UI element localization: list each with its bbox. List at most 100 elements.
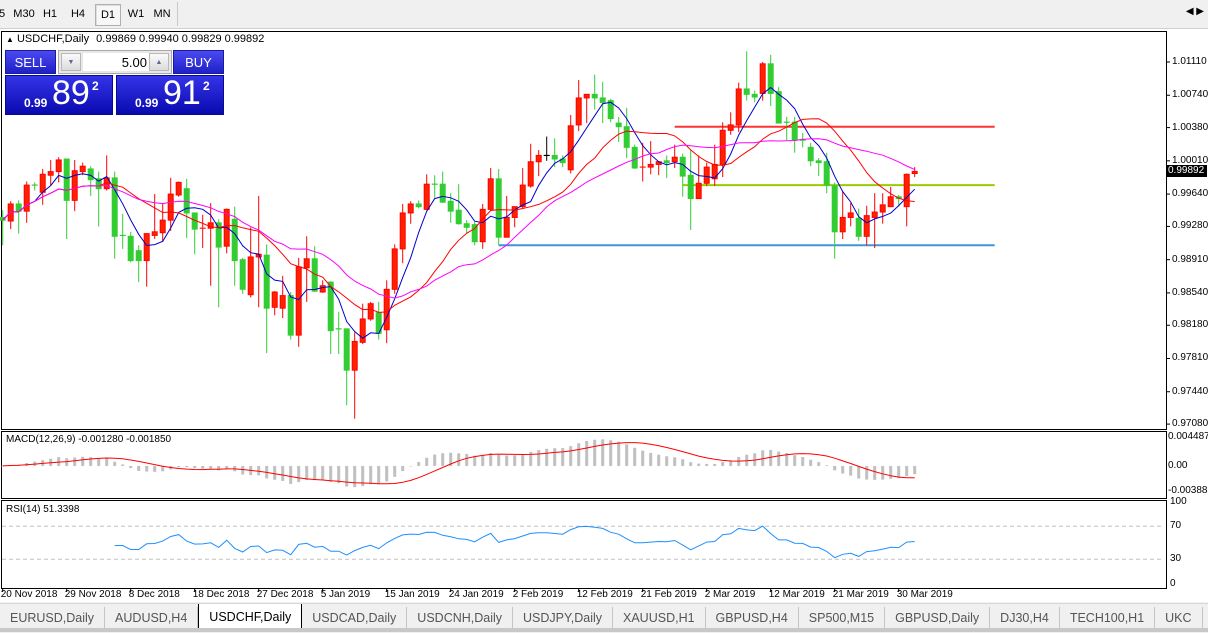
macd-histogram-bar — [553, 448, 557, 466]
macd-histogram-bar — [225, 465, 229, 470]
macd-histogram-bar — [185, 465, 189, 468]
timeframe-5[interactable]: 5 — [0, 8, 6, 20]
timeframe-m30[interactable]: M30 — [13, 8, 35, 20]
buy-price-button[interactable]: 0.99 91 2 — [116, 74, 224, 115]
macd-histogram-bar — [145, 465, 149, 472]
candle-body — [807, 146, 814, 162]
macd-histogram-bar — [113, 461, 117, 466]
candle-body — [671, 156, 678, 163]
price-axis-label: 0.99640 — [1172, 188, 1208, 200]
candle-body — [183, 188, 190, 214]
toolbar-separator — [177, 2, 178, 26]
candle-body — [623, 126, 630, 148]
macd-histogram-bar — [209, 465, 213, 469]
sell-price-button[interactable]: 0.99 89 2 — [5, 74, 113, 115]
time-axis-label: 2 Feb 2019 — [512, 589, 564, 600]
timeframe-mn[interactable]: MN — [153, 8, 171, 20]
macd-histogram-bar — [465, 454, 469, 466]
sell-button[interactable]: SELL — [5, 50, 56, 74]
timeframe-d1[interactable]: D1 — [95, 4, 121, 26]
sell-price-pips: 89 — [52, 74, 90, 112]
tab-scroll-arrows-icon[interactable]: ◀ ▶ — [1185, 6, 1204, 17]
tab-audusd-h4[interactable]: AUDUSD,H4 — [105, 607, 199, 629]
macd-histogram-bar — [601, 439, 605, 466]
macd-pane[interactable] — [1, 431, 1167, 499]
tab-xauusd-h1[interactable]: XAUUSD,H1 — [613, 607, 706, 629]
time-axis-label: 2 Mar 2019 — [704, 589, 756, 600]
ohlc-values: 0.99869 0.99940 0.99829 0.99892 — [96, 33, 265, 45]
macd-histogram-bar — [273, 465, 277, 480]
sell-price-prefix: 0.99 — [24, 96, 48, 110]
macd-histogram-bar — [881, 465, 885, 480]
lot-size-input[interactable] — [83, 53, 149, 71]
chart-header: ▲ USDCHF,Daily 0.99869 0.99940 0.99829 0… — [6, 33, 264, 45]
macd-histogram-bar — [857, 465, 861, 479]
price-axis-label: 0.98180 — [1172, 319, 1208, 331]
macd-histogram-bar — [609, 440, 613, 466]
tab-gbpusd-daily[interactable]: GBPUSD,Daily — [885, 607, 991, 629]
tab-usdjpy-daily[interactable]: USDJPY,Daily — [513, 607, 613, 629]
timeframe-w1[interactable]: W1 — [127, 8, 145, 20]
candle-body — [343, 328, 350, 371]
candle-body — [279, 295, 286, 309]
candle-body — [751, 93, 758, 98]
macd-histogram-bar — [761, 450, 765, 466]
macd-histogram-bar — [513, 455, 517, 466]
tabs-bottom-border — [0, 628, 1208, 632]
macd-histogram-bar — [625, 444, 629, 466]
candle-body — [71, 170, 78, 201]
candle-body — [447, 200, 454, 212]
candle-body — [647, 163, 654, 168]
macd-histogram-bar — [889, 465, 893, 479]
time-axis-label: 8 Dec 2018 — [128, 589, 180, 600]
macd-histogram-bar — [201, 465, 205, 469]
candle-body — [239, 259, 246, 290]
lot-increase-icon[interactable]: ▲ — [149, 53, 169, 71]
macd-histogram-bar — [385, 465, 389, 482]
candle-body — [79, 165, 86, 173]
candle-body — [127, 235, 134, 262]
timeframe-h1[interactable]: H1 — [42, 8, 58, 20]
candle-body — [879, 204, 886, 213]
buy-button[interactable]: BUY — [173, 50, 224, 74]
sell-price-fraction: 2 — [92, 79, 99, 93]
candle-body — [463, 223, 470, 228]
macd-histogram-bar — [865, 465, 869, 480]
tab-dj30-h4[interactable]: DJ30,H4 — [990, 607, 1060, 629]
candle-body — [247, 256, 254, 296]
candle-body — [55, 159, 62, 173]
macd-histogram-bar — [393, 465, 397, 477]
macd-histogram-bar — [497, 454, 501, 466]
candle-body — [823, 161, 830, 186]
candle-body — [23, 184, 30, 212]
macd-histogram-bar — [481, 455, 485, 466]
tab-usdcad-daily[interactable]: USDCAD,Daily — [302, 607, 408, 629]
candle-body — [503, 216, 510, 238]
tab-gbpusd-h4[interactable]: GBPUSD,H4 — [706, 607, 799, 629]
candle-body — [679, 156, 686, 177]
macd-histogram-bar — [561, 448, 565, 466]
candle-body — [855, 217, 862, 237]
timeframe-h4[interactable]: H4 — [70, 8, 86, 20]
macd-histogram-bar — [697, 463, 701, 466]
macd-histogram-bar — [361, 465, 365, 487]
macd-histogram-bar — [649, 452, 653, 466]
tab-usdchf-daily[interactable]: USDCHF,Daily — [198, 604, 303, 629]
price-axis-label: 0.97440 — [1172, 385, 1208, 397]
tab-ukc[interactable]: UKC — [1155, 607, 1203, 629]
tab-eurusd-daily[interactable]: EURUSD,Daily — [0, 607, 106, 629]
collapse-arrow-icon[interactable]: ▲ — [6, 35, 14, 44]
tab-tech100-h1[interactable]: TECH100,H1 — [1060, 607, 1156, 629]
tab-usdcnh-daily[interactable]: USDCNH,Daily — [407, 607, 514, 629]
macd-histogram-bar — [657, 454, 661, 466]
time-axis-label: 24 Jan 2019 — [448, 589, 504, 600]
tab-sp500-m15[interactable]: SP500,M15 — [799, 607, 886, 629]
macd-histogram-bar — [57, 457, 61, 466]
macd-histogram-bar — [409, 465, 413, 467]
candle-body — [575, 97, 582, 126]
lot-decrease-icon[interactable]: ▼ — [61, 53, 81, 71]
macd-histogram-bar — [713, 463, 717, 466]
candle-body — [663, 160, 670, 164]
candle-body — [759, 63, 766, 94]
candle-body — [319, 285, 326, 293]
